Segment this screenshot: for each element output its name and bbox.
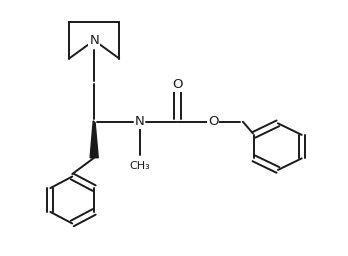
Text: N: N (135, 115, 144, 128)
Text: N: N (89, 34, 99, 47)
Polygon shape (90, 121, 98, 158)
Text: O: O (172, 78, 182, 91)
Text: CH₃: CH₃ (129, 161, 150, 171)
Text: O: O (208, 115, 219, 128)
